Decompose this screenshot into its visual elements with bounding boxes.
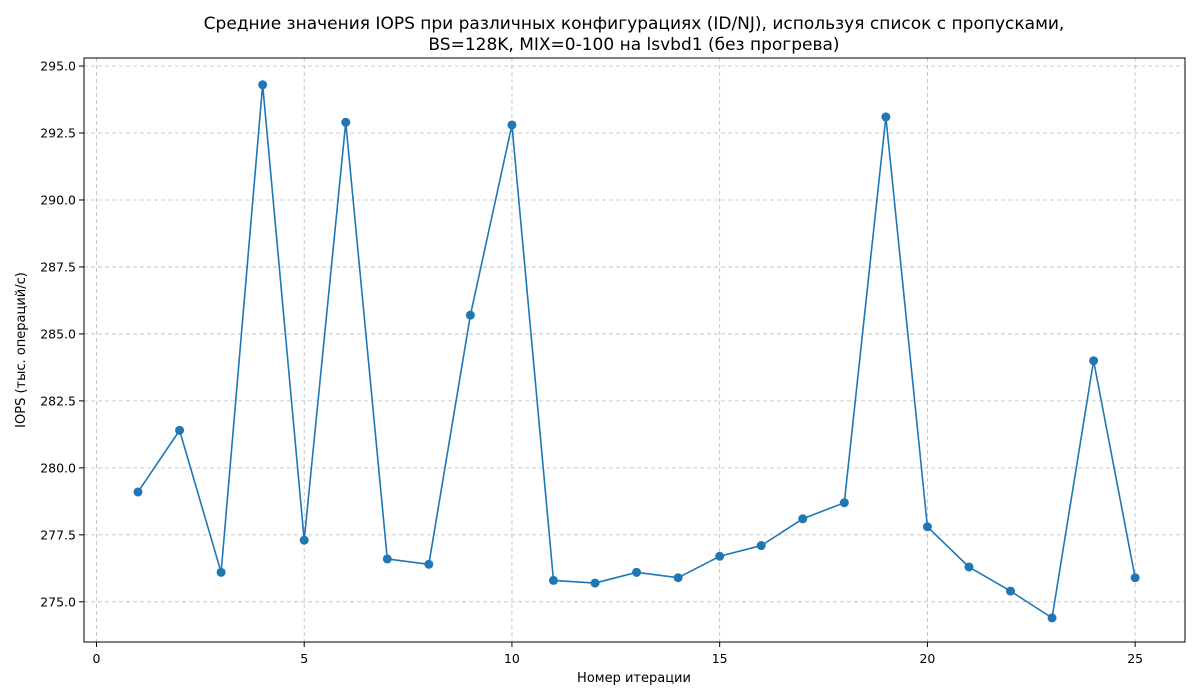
axis-ticks: 0 5 10 15 20 25 275.0 277.5 280.0 282.5 285.0 287.5… [40, 59, 1143, 666]
y-tick-label: 282.5 [40, 393, 76, 408]
data-point [881, 112, 891, 122]
grid-lines [84, 58, 1185, 642]
data-point [964, 562, 974, 572]
data-point [258, 80, 268, 90]
x-tick-label: 10 [504, 651, 520, 666]
y-tick-label: 295.0 [40, 59, 76, 74]
series-line [137, 83, 1136, 619]
x-tick-label: 25 [1127, 651, 1143, 666]
data-point [673, 573, 683, 583]
data-point [382, 554, 392, 564]
data-point [175, 425, 185, 435]
data-point [216, 567, 226, 577]
y-tick-label: 285.0 [40, 326, 76, 341]
chart-title-line-2: BS=128K, MIX=0-100 на lsvbd1 (без прогре… [428, 35, 839, 55]
data-point [299, 535, 309, 545]
y-tick-label: 277.5 [40, 527, 76, 542]
data-point [1130, 573, 1140, 583]
data-point [465, 310, 475, 320]
data-point [839, 498, 849, 508]
x-axis-label: Номер итерации [577, 671, 691, 686]
data-point [922, 522, 932, 532]
x-tick-label: 5 [300, 651, 308, 666]
data-point [548, 575, 558, 585]
y-tick-label: 287.5 [40, 259, 76, 274]
data-point [341, 117, 351, 127]
data-point [590, 578, 600, 588]
data-point [1047, 613, 1057, 623]
y-axis-label: IOPS (тыс. операций/с) [14, 272, 29, 428]
data-point [756, 541, 766, 551]
data-point [424, 559, 434, 569]
x-tick-label: 0 [92, 651, 100, 666]
x-tick-label: 15 [712, 651, 728, 666]
plot-frame [83, 57, 1186, 643]
data-point [798, 514, 808, 524]
data-point [715, 551, 725, 561]
y-tick-label: 292.5 [40, 126, 76, 141]
data-point [632, 567, 642, 577]
chart-title-line-1: Средние значения IOPS при различных конф… [204, 14, 1065, 34]
y-tick-label: 280.0 [40, 460, 76, 475]
y-tick-label: 290.0 [40, 192, 76, 207]
data-point [1006, 586, 1016, 596]
data-point [133, 487, 143, 497]
y-tick-label: 275.0 [40, 594, 76, 609]
data-point [507, 120, 517, 130]
data-point [1089, 356, 1099, 366]
x-tick-label: 20 [919, 651, 935, 666]
series-iops [133, 80, 1140, 623]
